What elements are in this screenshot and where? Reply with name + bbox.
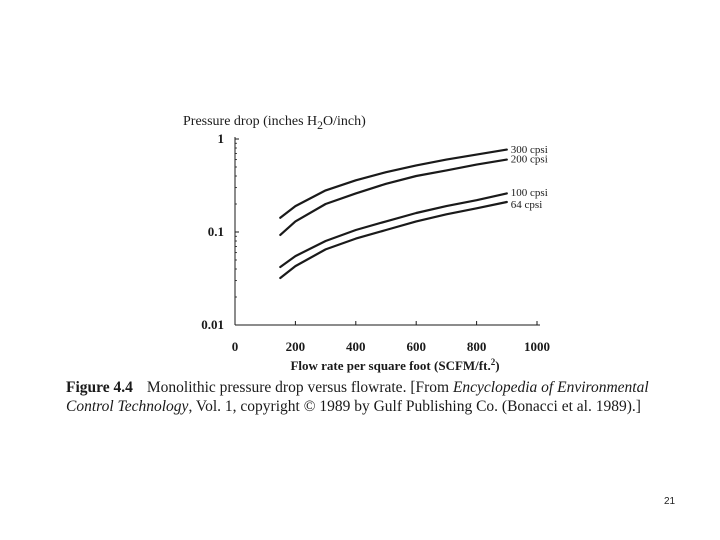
y-tick-label: 0.1: [208, 224, 224, 239]
x-tick-label: 0: [232, 339, 239, 354]
figure-label: Figure 4.4: [66, 379, 133, 396]
y-axis-label-suffix: O/inch): [322, 114, 366, 129]
series-line: [279, 200, 508, 280]
y-axis-label-prefix: Pressure drop (inches H: [183, 114, 318, 129]
figure-caption: Figure 4.4 Monolithic pressure drop versu…: [66, 378, 676, 416]
y-tick-label: 0.01: [201, 317, 224, 332]
y-axis-label-subscript: 2: [317, 118, 323, 132]
x-tick-label: 400: [346, 339, 366, 354]
chart-axes: 0 200 400 600 800 1000 1 0.1 0.01 Flow rate per s…: [201, 131, 550, 373]
x-tick-label: 800: [467, 339, 487, 354]
chart-series-lines: [279, 148, 508, 280]
series-line: [279, 192, 508, 269]
series-line: [279, 158, 508, 236]
x-axis-label: Flow rate per square foot (SCFM/ft.2): [290, 357, 499, 373]
series-label: 100 cpsi: [511, 187, 548, 199]
caption-source-title: Encyclopedia of Environmental Control Te…: [66, 379, 649, 415]
y-tick-label: 1: [218, 131, 225, 146]
x-tick-label: 600: [406, 339, 426, 354]
caption-text-2: , Vol. 1, copyright © 1989 by Gulf Publi…: [188, 398, 641, 415]
series-line: [279, 148, 508, 219]
caption-text-1: Monolithic pressure drop versus flowrate…: [146, 379, 453, 396]
y-axis-label: Pressure drop (inches H2O/inch): [183, 114, 366, 132]
series-label: 64 cpsi: [511, 199, 542, 211]
series-label: 300 cpsi: [511, 144, 548, 156]
x-tick-label: 200: [286, 339, 306, 354]
page-number: 21: [664, 496, 676, 507]
x-tick-label: 1000: [524, 339, 550, 354]
series-label: 200 cpsi: [511, 153, 548, 165]
